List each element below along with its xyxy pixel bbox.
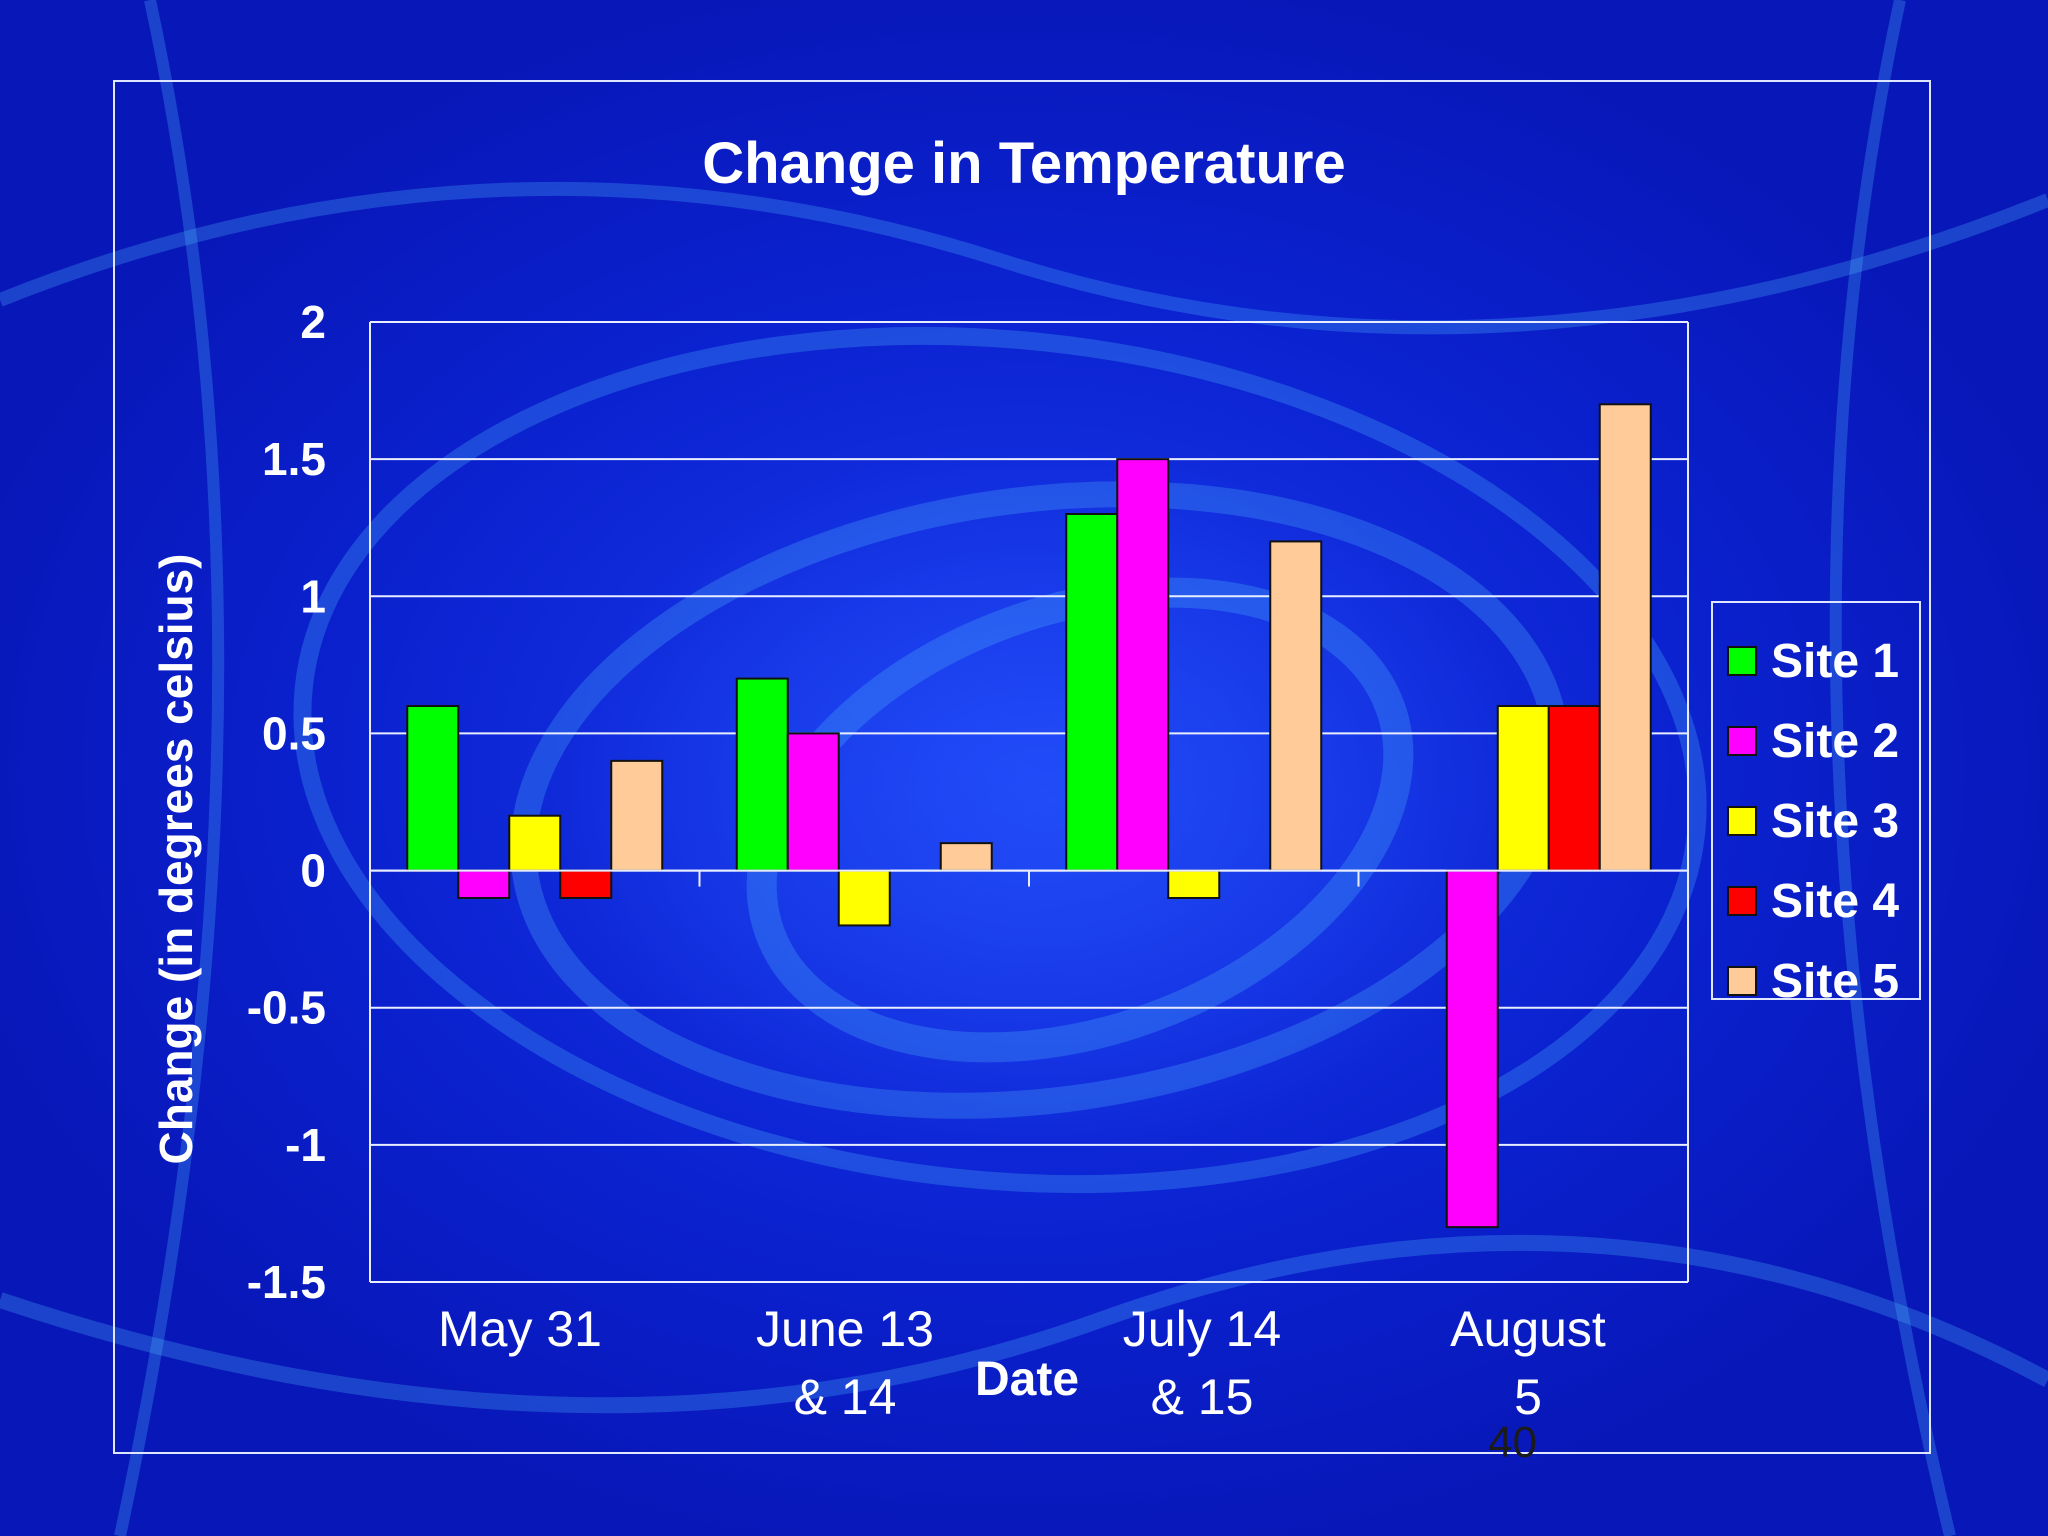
legend-item: Site 5 — [1713, 941, 1919, 1021]
y-tick-label: 0 — [300, 845, 326, 897]
chart-frame — [113, 80, 1931, 1454]
bar-site-2 — [457, 869, 511, 899]
x-axis-label: Date — [975, 1353, 1080, 1406]
y-axis-label: Change (in degrees celsius) — [150, 554, 202, 1165]
slide-number: 40 — [1488, 1418, 1537, 1467]
bar-site-1 — [406, 705, 460, 872]
bars — [406, 403, 1652, 1229]
bar-site-2 — [1445, 869, 1499, 1229]
bar-site-4 — [559, 869, 613, 899]
legend-item: Site 4 — [1713, 861, 1919, 941]
x-tick-label: May 31 — [438, 1301, 602, 1357]
x-tick-label: July 14 — [1123, 1301, 1281, 1357]
x-tick-labels: May 31 June 13 & 14 July 14 & 15 August 5 — [438, 1301, 1606, 1425]
legend-label: Site 1 — [1771, 634, 1900, 688]
legend-item: Site 2 — [1713, 701, 1919, 781]
y-tick-label: 0.5 — [262, 707, 326, 759]
legend-label: Site 2 — [1771, 714, 1900, 768]
bar-site-3 — [1167, 869, 1221, 899]
axes — [369, 322, 1689, 1282]
y-tick-labels: 2 1.5 1 0.5 0 -0.5 -1 -1.5 — [247, 296, 326, 1308]
y-tick-label: 2 — [300, 296, 326, 348]
bar-site-5 — [1269, 540, 1323, 872]
legend-swatch — [1727, 806, 1757, 836]
y-tick-label: -1.5 — [247, 1256, 326, 1308]
bar-site-5 — [1598, 403, 1652, 872]
y-tick-label: 1.5 — [262, 433, 326, 485]
x-tick-label: June 13 — [756, 1301, 934, 1357]
bar-site-2 — [1116, 458, 1170, 872]
legend: Site 1 Site 2 Site 3 Site 4 Site 5 — [1711, 601, 1921, 1008]
legend-label: Site 5 — [1771, 954, 1900, 1008]
bar-site-1 — [735, 677, 789, 872]
bar-site-5 — [939, 842, 993, 872]
bar-site-3 — [1496, 705, 1550, 872]
x-tick-label: & 15 — [1151, 1369, 1254, 1425]
x-tick-label: & 14 — [794, 1369, 897, 1425]
legend-label: Site 4 — [1771, 874, 1900, 928]
legend-swatch — [1727, 646, 1757, 676]
y-tick-label: -1 — [285, 1119, 326, 1171]
y-tick-label: -0.5 — [247, 982, 326, 1034]
legend-swatch — [1727, 886, 1757, 916]
bar-site-4 — [1547, 705, 1601, 872]
bar-site-5 — [610, 759, 664, 872]
x-tick-label: 5 — [1514, 1369, 1542, 1425]
legend-swatch — [1727, 726, 1757, 756]
y-tick-label: 1 — [300, 570, 326, 622]
bar-site-1 — [1065, 513, 1119, 872]
legend-swatch — [1727, 966, 1757, 996]
chart-title: Change in Temperature — [702, 131, 1346, 196]
bar-site-2 — [786, 732, 840, 872]
legend-item: Site 1 — [1713, 621, 1919, 701]
bar-site-3 — [508, 814, 562, 872]
legend-item: Site 3 — [1713, 781, 1919, 861]
legend-label: Site 3 — [1771, 794, 1900, 848]
x-tick-label: August — [1450, 1301, 1606, 1357]
bar-site-3 — [837, 869, 891, 927]
